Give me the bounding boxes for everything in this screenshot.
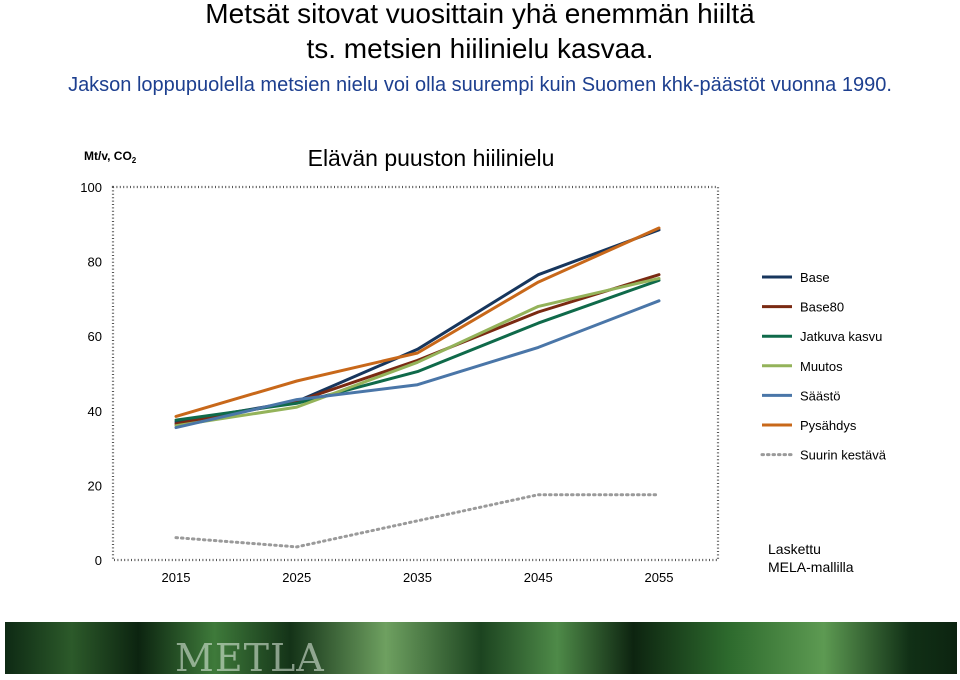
legend-label: Muutos <box>800 359 843 374</box>
y-tick-label: 40 <box>88 404 102 419</box>
annotation-line2: MELA-mallilla <box>768 559 854 575</box>
y-axis-label: Mt/v, CO2 <box>84 149 137 165</box>
legend-label: Pysähdys <box>800 418 857 433</box>
page-title-line2: ts. metsien hiilinielu kasvaa. <box>306 33 654 64</box>
annotation-line1: Laskettu <box>768 541 821 557</box>
metla-banner: METLA <box>5 622 957 680</box>
legend-label: Säästö <box>800 388 840 403</box>
x-tick-label: 2025 <box>282 570 311 585</box>
series-line <box>174 226 661 418</box>
y-tick-label: 20 <box>88 478 102 493</box>
x-tick-label: 2015 <box>162 570 191 585</box>
metla-logo: METLA <box>175 636 325 680</box>
y-tick-label: 100 <box>80 180 102 195</box>
series-line <box>174 493 661 549</box>
x-tick-label: 2035 <box>403 570 432 585</box>
y-tick-label: 0 <box>95 553 102 568</box>
series-line <box>174 228 661 424</box>
legend-label: Base <box>800 270 830 285</box>
y-tick-label: 80 <box>88 255 102 270</box>
chart-title: Elävän puuston hiilinielu <box>308 145 555 171</box>
legend-label: Base80 <box>800 300 844 315</box>
legend-label: Suurin kestävä <box>800 448 887 463</box>
y-tick-label: 60 <box>88 329 102 344</box>
line-chart: Elävän puuston hiilinielu Mt/v, CO2 0204… <box>80 145 887 585</box>
page-title-line1: Metsät sitovat vuosittain yhä enemmän hi… <box>205 0 755 29</box>
series-line <box>174 299 661 430</box>
page-subtitle: Jakson loppupuolella metsien nielu voi o… <box>68 74 892 96</box>
x-tick-label: 2055 <box>645 570 674 585</box>
x-tick-label: 2045 <box>524 570 553 585</box>
legend-label: Jatkuva kasvu <box>800 329 882 344</box>
series-line <box>174 276 661 428</box>
